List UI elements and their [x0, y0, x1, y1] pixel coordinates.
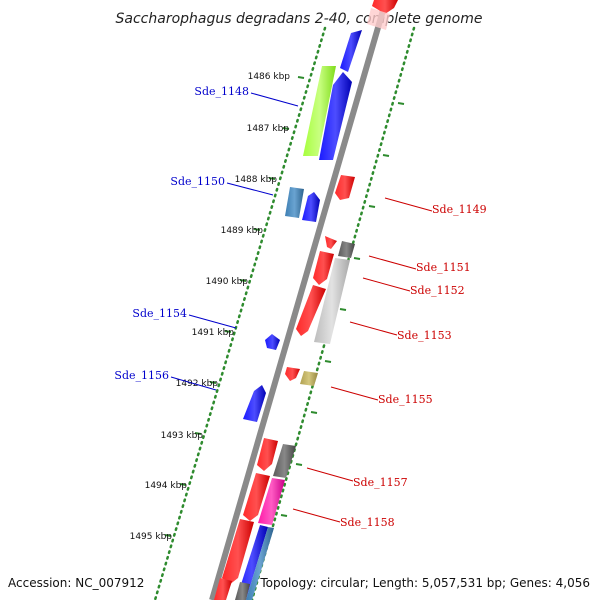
callout-line	[368, 255, 417, 270]
gene-feature	[313, 251, 334, 285]
gene-label: Sde_1156	[114, 369, 169, 382]
gene-feature	[303, 66, 336, 156]
gene-feature	[257, 438, 278, 471]
tick-label: 1495 kbp	[130, 532, 173, 542]
gene-feature	[335, 175, 355, 200]
tick-mark	[209, 381, 217, 384]
tick-mark	[239, 279, 247, 282]
gene-label: Sde_1157	[353, 476, 408, 489]
gene-label: Sde_1154	[132, 307, 187, 320]
gene-feature	[243, 473, 270, 521]
gene-feature	[273, 444, 296, 478]
gene-label: Sde_1155	[378, 393, 433, 406]
gene-label: Sde_1148	[194, 85, 249, 98]
gene-feature	[258, 478, 285, 525]
tick-label: 1490 kbp	[206, 277, 249, 287]
gene-features	[214, 0, 398, 600]
gene-feature	[340, 30, 362, 72]
tick-label: 1488 kbp	[235, 175, 278, 185]
gene-feature	[319, 72, 352, 160]
callout-lines	[170, 92, 433, 523]
tick-label: 1494 kbp	[145, 481, 188, 491]
gene-label: Sde_1153	[397, 329, 452, 342]
gene-feature	[222, 519, 254, 585]
gene-feature	[236, 525, 268, 600]
map-title: Saccharophagus degradans 2-40, complete …	[116, 11, 483, 27]
gene-label: Sde_1158	[340, 516, 395, 529]
tick-label: 1491 kbp	[192, 328, 235, 338]
gene-feature	[325, 236, 337, 249]
gene-feature	[372, 0, 398, 14]
callout-line	[330, 386, 379, 401]
gene-label: Sde_1149	[432, 203, 487, 216]
callout-line	[292, 508, 341, 523]
outer-ruler-ticks	[280, 102, 405, 517]
gene-feature	[243, 385, 266, 422]
callout-line	[362, 277, 411, 292]
gene-labels: Sde_1148 Sde_1149 Sde_1150 Sde_1151 Sde_…	[114, 85, 486, 529]
callout-line	[250, 92, 299, 107]
gene-feature	[296, 285, 326, 336]
gene-feature	[265, 334, 280, 350]
callout-line	[226, 182, 274, 196]
gene-feature	[302, 192, 320, 222]
tick-label: 1486 kbp	[248, 72, 291, 82]
tick-mark	[164, 534, 172, 537]
callout-line	[306, 467, 354, 482]
callout-line	[188, 314, 237, 329]
tick-mark	[253, 228, 261, 231]
gene-feature	[367, 8, 390, 30]
tick-mark	[282, 127, 290, 130]
callout-line	[349, 321, 398, 336]
ruler-ticks: 1486 kbp 1487 kbp 1488 kbp 1489 kbp 1490…	[130, 72, 305, 542]
tick-mark	[297, 76, 305, 79]
gene-label: Sde_1150	[170, 175, 225, 188]
gene-label: Sde_1152	[410, 284, 465, 297]
gene-feature	[338, 241, 355, 258]
gene-feature	[314, 258, 350, 344]
tick-mark	[194, 432, 202, 435]
tick-mark	[224, 330, 232, 333]
inner-ruler	[153, 26, 327, 600]
tick-label: 1489 kbp	[221, 226, 264, 236]
gene-feature	[300, 371, 318, 386]
gene-feature	[285, 367, 300, 381]
genome-backbone	[209, 0, 389, 600]
gene-feature	[285, 187, 304, 218]
tick-mark	[268, 177, 276, 180]
callout-line	[170, 376, 217, 391]
callout-line	[384, 197, 433, 212]
tick-mark	[179, 483, 187, 486]
gene-label: Sde_1151	[416, 261, 471, 274]
gene-feature	[214, 578, 232, 600]
tick-label: 1493 kbp	[161, 431, 204, 441]
gene-feature	[235, 582, 250, 600]
accession-text: Accession: NC_007912	[8, 576, 144, 590]
gene-feature	[246, 527, 274, 600]
tick-label: 1487 kbp	[247, 124, 290, 134]
topology-text: Topology: circular; Length: 5,057,531 bp…	[259, 576, 590, 590]
